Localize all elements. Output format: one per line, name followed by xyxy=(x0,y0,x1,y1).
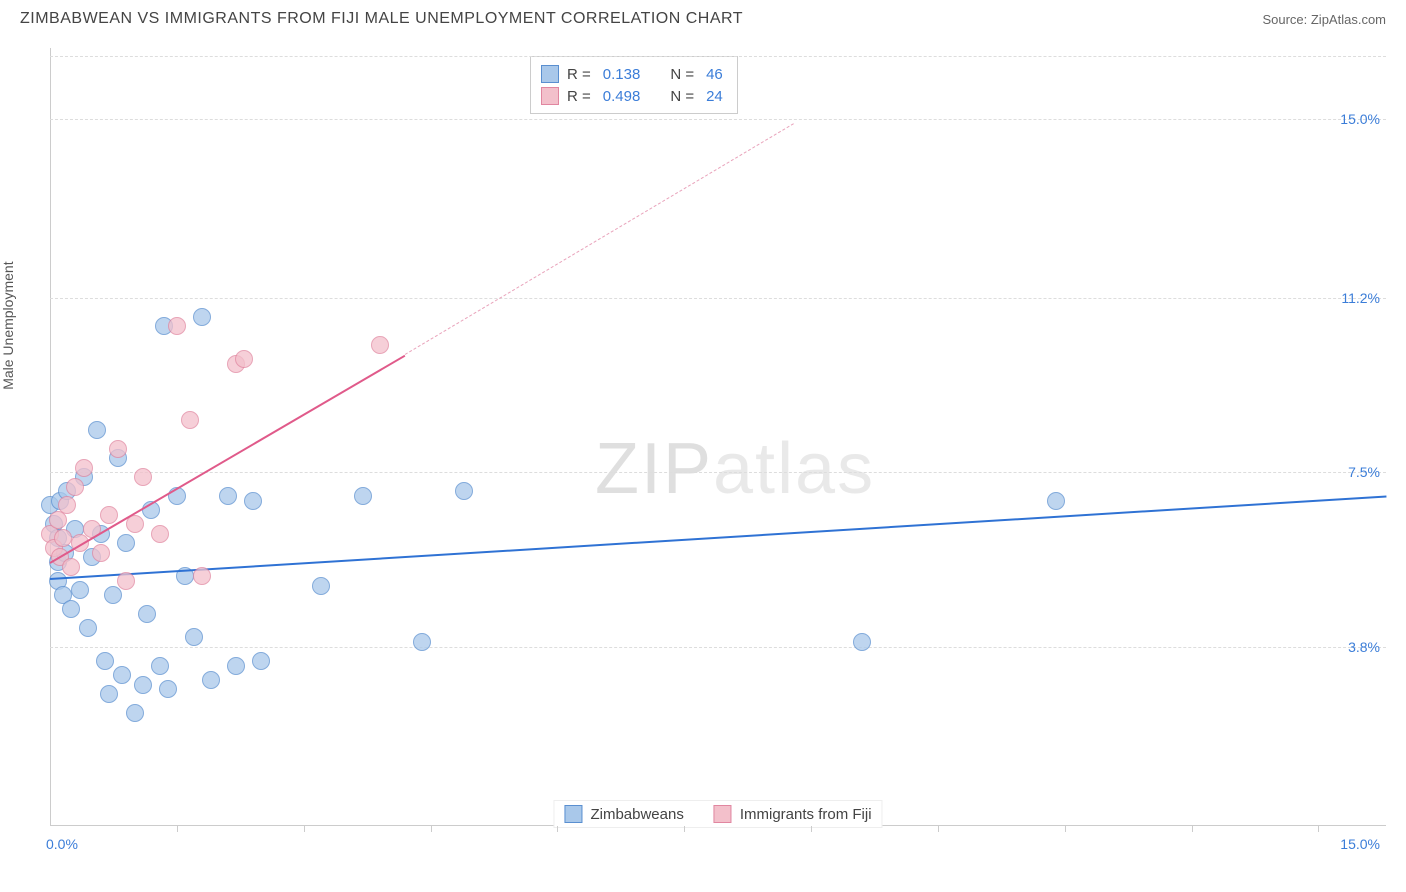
data-point xyxy=(62,558,80,576)
watermark-bold: ZIP xyxy=(595,429,713,509)
x-tick-mark xyxy=(177,826,178,832)
x-tick-mark xyxy=(431,826,432,832)
stat-n-label: N = xyxy=(670,66,694,83)
watermark: ZIPatlas xyxy=(595,428,875,510)
data-point xyxy=(227,657,245,675)
gridline-horizontal xyxy=(50,119,1386,120)
data-point xyxy=(71,581,89,599)
data-point xyxy=(88,421,106,439)
stat-n-label: N = xyxy=(670,88,694,105)
data-point xyxy=(371,336,389,354)
data-point xyxy=(100,506,118,524)
data-point xyxy=(79,619,97,637)
data-point xyxy=(134,468,152,486)
gridline-horizontal xyxy=(50,647,1386,648)
data-point xyxy=(413,633,431,651)
x-tick-label: 0.0% xyxy=(46,836,78,852)
data-point xyxy=(151,525,169,543)
data-point xyxy=(104,586,122,604)
data-point xyxy=(138,605,156,623)
stat-n-value: 46 xyxy=(706,66,723,83)
x-tick-mark xyxy=(938,826,939,832)
data-point xyxy=(54,529,72,547)
data-point xyxy=(312,577,330,595)
y-tick-label: 15.0% xyxy=(1340,111,1380,127)
x-tick-mark xyxy=(557,826,558,832)
legend-label: Zimbabweans xyxy=(590,806,683,823)
legend-label: Immigrants from Fiji xyxy=(740,806,872,823)
data-point xyxy=(455,482,473,500)
data-point xyxy=(219,487,237,505)
data-point xyxy=(117,572,135,590)
x-tick-mark xyxy=(811,826,812,832)
x-tick-mark xyxy=(1318,826,1319,832)
data-point xyxy=(100,685,118,703)
watermark-light: atlas xyxy=(713,429,875,509)
x-tick-mark xyxy=(684,826,685,832)
data-point xyxy=(96,652,114,670)
legend-swatch xyxy=(714,805,732,823)
data-point xyxy=(92,544,110,562)
data-point xyxy=(134,676,152,694)
legend-item: Immigrants from Fiji xyxy=(714,805,872,823)
data-point xyxy=(113,666,131,684)
data-point xyxy=(185,628,203,646)
stats-row: R = 0.498 N = 24 xyxy=(541,85,727,107)
x-tick-mark xyxy=(304,826,305,832)
data-point xyxy=(354,487,372,505)
data-point xyxy=(252,652,270,670)
chart-title: ZIMBABWEAN VS IMMIGRANTS FROM FIJI MALE … xyxy=(20,10,743,28)
data-point xyxy=(181,411,199,429)
series-legend: Zimbabweans Immigrants from Fiji xyxy=(553,800,882,828)
y-tick-label: 7.5% xyxy=(1348,464,1380,480)
data-point xyxy=(66,478,84,496)
trend-line xyxy=(49,355,405,564)
chart-source: Source: ZipAtlas.com xyxy=(1262,12,1386,27)
y-axis-label: Male Unemployment xyxy=(0,261,16,389)
chart-header: ZIMBABWEAN VS IMMIGRANTS FROM FIJI MALE … xyxy=(20,10,1386,28)
data-point xyxy=(202,671,220,689)
stat-r-label: R = xyxy=(567,88,591,105)
data-point xyxy=(151,657,169,675)
data-point xyxy=(853,633,871,651)
series-swatch xyxy=(541,65,559,83)
x-tick-mark xyxy=(1192,826,1193,832)
gridline-horizontal xyxy=(50,298,1386,299)
y-axis-line xyxy=(50,48,51,826)
stat-r-value: 0.138 xyxy=(603,66,641,83)
data-point xyxy=(1047,492,1065,510)
stat-n-value: 24 xyxy=(706,88,723,105)
stats-legend-box: R = 0.138 N = 46 R = 0.498 N = 24 xyxy=(530,56,738,114)
y-tick-label: 3.8% xyxy=(1348,639,1380,655)
gridline-horizontal xyxy=(50,472,1386,473)
stat-r-value: 0.498 xyxy=(603,88,641,105)
data-point xyxy=(126,704,144,722)
data-point xyxy=(62,600,80,618)
legend-item: Zimbabweans xyxy=(564,805,683,823)
data-point xyxy=(235,350,253,368)
legend-swatch xyxy=(564,805,582,823)
stats-row: R = 0.138 N = 46 xyxy=(541,63,727,85)
y-tick-label: 11.2% xyxy=(1341,290,1380,306)
data-point xyxy=(117,534,135,552)
scatter-plot-area: ZIPatlas R = 0.138N = 46R = 0.498N = 24 … xyxy=(50,48,1386,826)
data-point xyxy=(159,680,177,698)
series-swatch xyxy=(541,87,559,105)
data-point xyxy=(58,496,76,514)
data-point xyxy=(109,440,127,458)
x-tick-mark xyxy=(1065,826,1066,832)
data-point xyxy=(168,317,186,335)
x-tick-label: 15.0% xyxy=(1340,836,1380,852)
trend-line xyxy=(405,124,794,356)
stat-r-label: R = xyxy=(567,66,591,83)
data-point xyxy=(193,567,211,585)
gridline-horizontal xyxy=(50,56,1386,57)
data-point xyxy=(193,308,211,326)
data-point xyxy=(244,492,262,510)
data-point xyxy=(75,459,93,477)
